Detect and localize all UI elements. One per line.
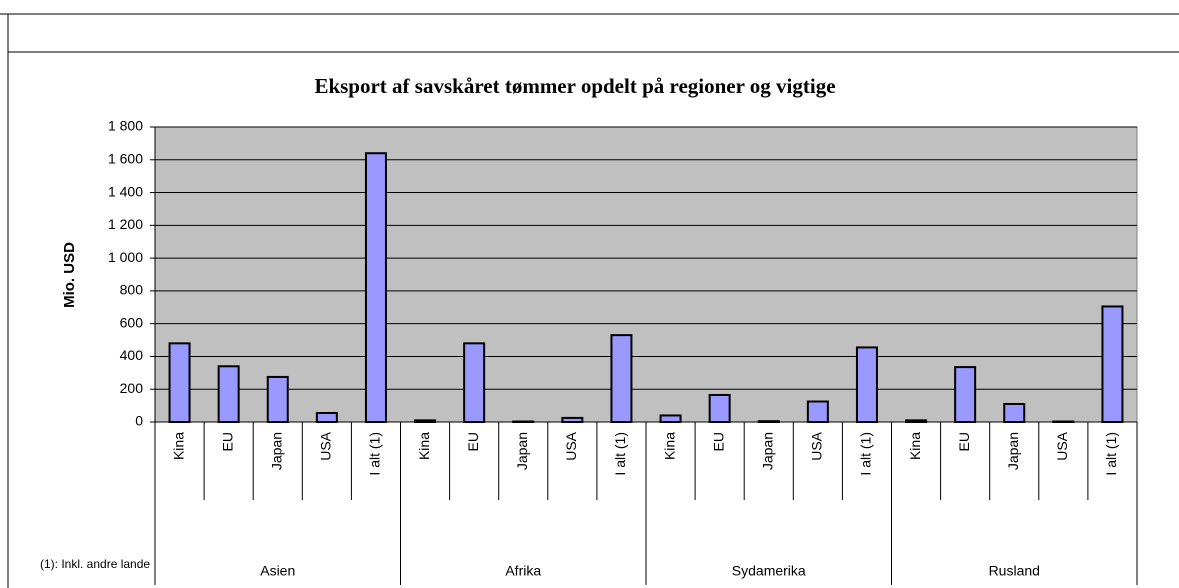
y-tick-label: 400	[120, 347, 144, 363]
y-axis-label: Mio. USD	[61, 242, 78, 308]
x-tick-label: USA	[563, 431, 579, 460]
x-tick-label: EU	[710, 432, 726, 451]
bar	[217, 365, 240, 423]
bar	[708, 393, 731, 424]
y-tick-label: 800	[120, 282, 144, 298]
x-tick-label: Kina	[907, 432, 923, 460]
x-tick-label: EU	[219, 432, 235, 451]
y-tick-label: 0	[135, 413, 143, 429]
group-label: Rusland	[989, 563, 1040, 579]
y-tick-label: 1 800	[108, 118, 143, 134]
x-tick-label: Kina	[170, 432, 186, 460]
x-tick-label: I alt (1)	[367, 432, 383, 476]
bar	[659, 414, 682, 424]
x-tick-label: I alt (1)	[612, 432, 628, 476]
x-tick-label: USA	[318, 431, 334, 460]
bar	[266, 375, 289, 423]
bar	[954, 366, 977, 424]
x-tick-label: I alt (1)	[858, 432, 874, 476]
x-tick-label: EU	[465, 432, 481, 451]
group-label: Asien	[260, 563, 295, 579]
x-tick-label: Japan	[514, 432, 530, 470]
group-label: Afrika	[505, 563, 541, 579]
y-tick-label: 1 400	[108, 183, 143, 199]
bar	[610, 334, 633, 423]
bar	[1003, 402, 1026, 424]
bar	[1101, 305, 1124, 424]
y-tick-label: 1 000	[108, 249, 143, 265]
x-tick-label: I alt (1)	[1103, 432, 1119, 476]
x-tick-label: USA	[809, 431, 825, 460]
bar	[806, 400, 829, 423]
y-tick-label: 200	[120, 380, 144, 396]
x-tick-label: Japan	[1005, 432, 1021, 470]
bar	[364, 152, 387, 423]
footnote: (1): Inkl. andre lande	[40, 557, 150, 571]
x-tick-label: Japan	[759, 432, 775, 470]
y-tick-label: 600	[120, 314, 144, 330]
x-tick-label: EU	[956, 432, 972, 451]
group-label: Sydamerika	[732, 563, 806, 579]
bar	[168, 342, 191, 424]
x-tick-label: Kina	[661, 432, 677, 460]
y-tick-label: 1 600	[108, 150, 143, 166]
bar	[463, 342, 486, 424]
chart-title: Eksport af savskåret tømmer opdelt på re…	[314, 74, 835, 98]
bar	[561, 416, 584, 423]
x-tick-label: Japan	[268, 432, 284, 470]
x-tick-label: Kina	[416, 432, 432, 460]
y-tick-label: 1 200	[108, 216, 143, 232]
plot-area	[154, 126, 1138, 423]
bar	[855, 346, 878, 423]
x-tick-label: USA	[1054, 431, 1070, 460]
bar	[315, 411, 338, 424]
